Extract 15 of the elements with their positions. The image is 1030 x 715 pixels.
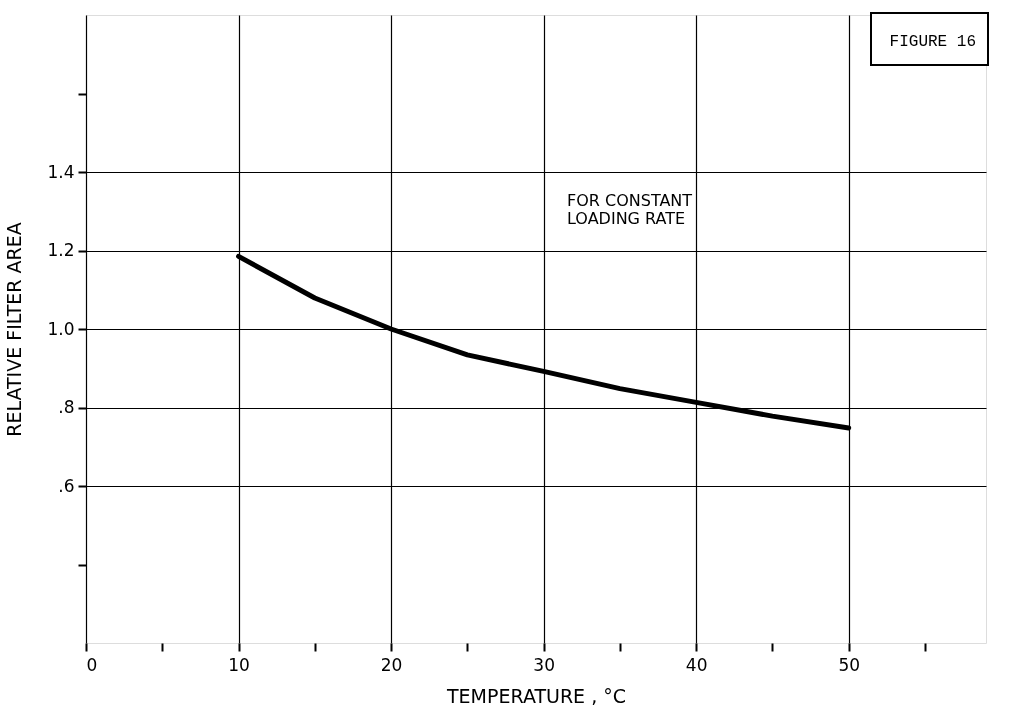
y-tick-label: 1.2 [47,240,75,260]
x-tick-label: 10 [228,654,250,675]
y-tick-label: .6 [58,475,75,496]
y-axis-title: RELATIVE FILTER AREA [3,222,26,437]
y-tick-label: 1.0 [47,318,75,339]
annotation: FOR CONSTANT LOADING RATE [567,191,693,228]
y-tick-label: .8 [58,397,75,417]
x-tick-label: 50 [838,654,861,675]
y-tick-label: 1.4 [47,161,75,182]
annotation: FIGURE 16 [889,33,976,51]
x-tick-label: 20 [380,654,403,675]
x-tick-label: 30 [533,654,555,675]
x-tick-label: 0 [86,654,98,675]
x-tick-label: 40 [685,654,708,675]
x-axis-title: TEMPERATURE , °C [445,684,627,707]
